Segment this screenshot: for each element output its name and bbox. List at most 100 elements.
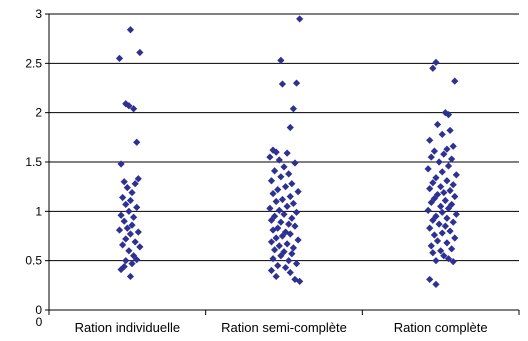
data-point [452, 171, 460, 179]
data-point [128, 188, 136, 197]
data-point [292, 79, 301, 87]
data-point [285, 220, 293, 228]
data-point [131, 238, 139, 246]
data-point [120, 178, 128, 186]
data-point [283, 202, 291, 210]
data-point [272, 197, 280, 206]
data-point [286, 268, 294, 277]
data-point [449, 181, 457, 189]
data-point [134, 228, 142, 236]
data-point [291, 159, 299, 167]
data-point [435, 220, 443, 228]
data-point [267, 177, 276, 185]
data-point [269, 255, 277, 263]
y-tick-label: 0.5 [25, 254, 42, 268]
data-point [272, 234, 280, 242]
data-point [131, 180, 139, 188]
data-point [126, 272, 135, 281]
data-point [267, 266, 276, 275]
data-point [430, 194, 438, 203]
data-point [448, 245, 456, 253]
data-point [286, 192, 294, 201]
axes [45, 13, 520, 315]
data-point [136, 243, 144, 251]
data-point [285, 257, 293, 265]
data-point [117, 160, 125, 168]
data-point [451, 77, 459, 85]
data-point [267, 216, 276, 224]
data-point [441, 196, 449, 205]
data-point [126, 26, 135, 34]
data-point [449, 142, 457, 150]
data-point [281, 183, 290, 191]
data-point [128, 221, 136, 229]
data-point [115, 226, 124, 234]
data-point [429, 249, 437, 257]
data-point [286, 123, 294, 132]
data-point [271, 167, 279, 175]
data-point [292, 208, 301, 216]
data-point [429, 216, 437, 224]
data-point [446, 187, 454, 195]
data-point [429, 179, 437, 187]
category-label: Ration complète [394, 320, 488, 335]
data-point [432, 257, 440, 265]
y-tick-label: 1 [35, 204, 42, 218]
data-point [289, 105, 297, 113]
data-point [296, 277, 304, 285]
data-point [438, 168, 446, 176]
data-point [292, 260, 301, 268]
data-point [429, 64, 437, 72]
data-point [122, 200, 130, 209]
y-axis-tick-labels: 0 0.5 1 1.5 2 2.5 3 0 [25, 7, 42, 329]
data-point [288, 250, 296, 258]
data-point [426, 185, 434, 193]
data-point [444, 162, 453, 170]
data-point [274, 186, 282, 194]
data-point [130, 105, 138, 113]
data-point [440, 150, 448, 158]
data-point [283, 240, 291, 248]
data-points [115, 15, 460, 288]
data-point [440, 188, 448, 197]
data-point [427, 153, 435, 161]
data-point [120, 217, 128, 225]
data-point [444, 204, 453, 212]
data-point [283, 149, 291, 157]
data-point [125, 247, 133, 255]
data-point [271, 212, 279, 220]
data-point [438, 130, 446, 138]
data-point [122, 257, 130, 265]
data-point [446, 126, 454, 135]
data-point [274, 262, 282, 270]
data-point [435, 158, 443, 166]
data-point [267, 238, 276, 246]
data-point [117, 265, 125, 274]
data-point [126, 196, 135, 205]
data-point [275, 206, 283, 214]
data-point [277, 218, 285, 226]
data-point [444, 255, 453, 263]
data-point [448, 200, 456, 209]
gridlines [49, 13, 519, 262]
data-point [427, 198, 435, 207]
y-tick-label: 3 [35, 7, 42, 21]
data-point [272, 148, 280, 156]
data-point [122, 235, 130, 243]
data-point [281, 263, 290, 272]
data-point [266, 153, 274, 161]
data-point [437, 202, 445, 210]
data-point [289, 199, 297, 208]
data-point [277, 173, 285, 181]
data-point [119, 241, 127, 249]
data-point [133, 203, 141, 211]
data-point [294, 188, 302, 196]
data-point [133, 138, 141, 146]
data-point [451, 192, 459, 201]
data-point [269, 189, 277, 198]
category-label: Ration individuelle [75, 320, 181, 335]
data-point [136, 48, 144, 57]
data-point [432, 280, 440, 288]
data-point [266, 204, 274, 212]
data-point [432, 58, 440, 66]
